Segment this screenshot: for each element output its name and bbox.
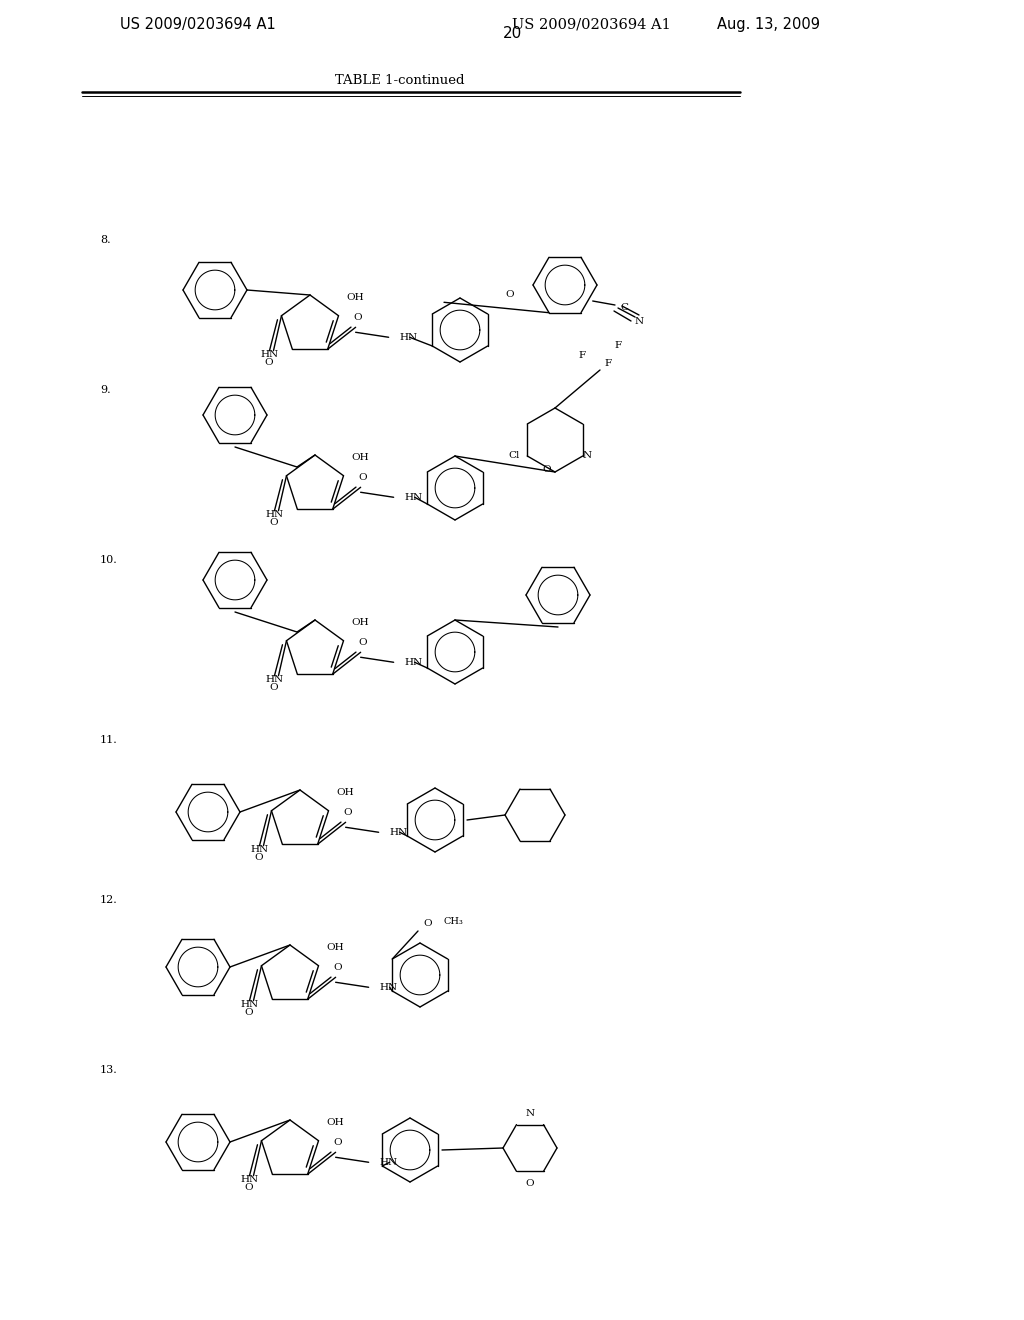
Text: Cl: Cl (508, 451, 519, 461)
Text: CH₃: CH₃ (444, 916, 464, 925)
Text: O: O (353, 313, 361, 322)
Text: F: F (614, 341, 622, 350)
Text: O: O (343, 808, 352, 817)
Text: N: N (525, 1109, 535, 1118)
Text: O: O (334, 1138, 342, 1147)
Text: O: O (244, 1008, 253, 1018)
Text: O: O (358, 638, 367, 647)
Text: O: O (505, 290, 514, 300)
Text: HN: HN (380, 983, 397, 991)
Text: O: O (269, 519, 278, 527)
Text: HN: HN (265, 675, 284, 684)
Text: US 2009/0203694 A1: US 2009/0203694 A1 (120, 17, 275, 33)
Text: HN: HN (241, 999, 258, 1008)
Text: HN: HN (404, 492, 423, 502)
Text: HN: HN (241, 1175, 258, 1184)
Text: N: N (583, 451, 591, 461)
Text: HN: HN (399, 333, 418, 342)
Text: 10.: 10. (100, 554, 118, 565)
Text: 12.: 12. (100, 895, 118, 906)
Text: HN: HN (380, 1158, 397, 1167)
Text: US 2009/0203694 A1: US 2009/0203694 A1 (512, 18, 671, 32)
Text: OH: OH (351, 618, 370, 627)
Text: N: N (635, 317, 643, 326)
Text: OH: OH (346, 293, 365, 302)
Text: OH: OH (337, 788, 354, 797)
Text: O: O (358, 473, 367, 482)
Text: 20: 20 (503, 25, 521, 41)
Text: C: C (620, 302, 628, 312)
Text: O: O (269, 684, 278, 692)
Text: F: F (604, 359, 611, 367)
Text: Aug. 13, 2009: Aug. 13, 2009 (717, 17, 820, 33)
Text: O: O (264, 358, 272, 367)
Text: O: O (543, 465, 551, 474)
Text: 11.: 11. (100, 735, 118, 744)
Text: OH: OH (327, 1118, 344, 1127)
Text: OH: OH (327, 944, 344, 952)
Text: F: F (579, 351, 586, 359)
Text: HN: HN (404, 657, 423, 667)
Text: O: O (244, 1183, 253, 1192)
Text: HN: HN (265, 510, 284, 519)
Text: TABLE 1-continued: TABLE 1-continued (335, 74, 465, 87)
Text: O: O (334, 962, 342, 972)
Text: 13.: 13. (100, 1065, 118, 1074)
Text: HN: HN (250, 845, 268, 854)
Text: O: O (254, 853, 263, 862)
Text: 9.: 9. (100, 385, 111, 395)
Text: OH: OH (351, 453, 370, 462)
Text: HN: HN (260, 350, 279, 359)
Text: HN: HN (390, 828, 408, 837)
Text: 8.: 8. (100, 235, 111, 246)
Text: O: O (525, 1179, 535, 1188)
Text: O: O (424, 919, 432, 928)
